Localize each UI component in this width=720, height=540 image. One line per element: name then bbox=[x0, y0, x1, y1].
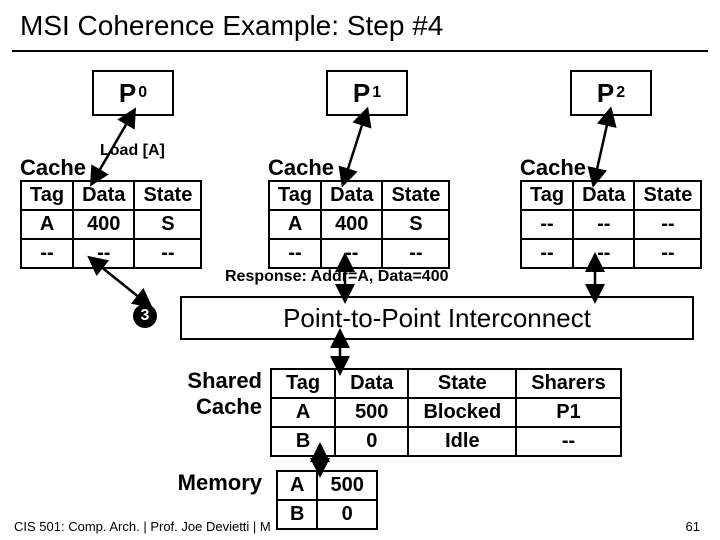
proc-label: P bbox=[597, 78, 614, 109]
td: B bbox=[277, 500, 317, 529]
interconnect-label: Point-to-Point Interconnect bbox=[283, 303, 591, 334]
response-label: Response: Addr=A, Data=400 bbox=[225, 268, 448, 286]
td: -- bbox=[134, 239, 201, 268]
th: State bbox=[408, 369, 516, 398]
td: -- bbox=[382, 239, 449, 268]
proc-label: P bbox=[119, 78, 136, 109]
shared-cache-table: Tag Data State Sharers A 500 Blocked P1 … bbox=[270, 368, 622, 457]
th: State bbox=[134, 181, 201, 210]
memory-table: A500 B0 bbox=[276, 470, 378, 530]
th: Tag bbox=[21, 181, 73, 210]
memory-label: Memory bbox=[170, 470, 262, 496]
th: Data bbox=[73, 181, 134, 210]
td: A bbox=[269, 210, 321, 239]
td: -- bbox=[634, 239, 701, 268]
cache2-label: Cache bbox=[520, 155, 586, 181]
processor-p0: P0 bbox=[92, 70, 174, 116]
th: Data bbox=[573, 181, 634, 210]
td: A bbox=[271, 398, 335, 427]
th: Data bbox=[321, 181, 382, 210]
td: -- bbox=[573, 210, 634, 239]
shared-cache-label: Shared Cache bbox=[180, 368, 262, 420]
td: A bbox=[21, 210, 73, 239]
td: 0 bbox=[317, 500, 376, 529]
td: Idle bbox=[408, 427, 516, 456]
td: -- bbox=[573, 239, 634, 268]
cache1-label: Cache bbox=[268, 155, 334, 181]
cache1-table: TagDataState A400S ------ bbox=[268, 180, 450, 269]
td: -- bbox=[521, 210, 573, 239]
step-number: 3 bbox=[141, 307, 150, 325]
td: 400 bbox=[321, 210, 382, 239]
page-title: MSI Coherence Example: Step #4 bbox=[20, 10, 443, 42]
footer-text: CIS 501: Comp. Arch. | Prof. Joe Deviett… bbox=[14, 519, 271, 534]
processor-p1: P1 bbox=[326, 70, 408, 116]
title-underline bbox=[12, 50, 708, 52]
cache2-table: TagDataState ------ ------ bbox=[520, 180, 702, 269]
processor-p2: P2 bbox=[570, 70, 652, 116]
interconnect-box: Point-to-Point Interconnect bbox=[180, 296, 694, 340]
th: Data bbox=[335, 369, 408, 398]
proc-label: P bbox=[353, 78, 370, 109]
page-number: 61 bbox=[686, 519, 700, 534]
proc-sub: 0 bbox=[138, 84, 147, 102]
td: Blocked bbox=[408, 398, 516, 427]
td: A bbox=[277, 471, 317, 500]
td: -- bbox=[73, 239, 134, 268]
th: State bbox=[634, 181, 701, 210]
td: -- bbox=[21, 239, 73, 268]
proc-sub: 1 bbox=[372, 84, 381, 102]
td: S bbox=[382, 210, 449, 239]
td: 500 bbox=[317, 471, 376, 500]
td: 400 bbox=[73, 210, 134, 239]
td: 0 bbox=[335, 427, 408, 456]
lbl: Shared bbox=[187, 368, 262, 393]
lbl: Cache bbox=[196, 394, 262, 419]
td: B bbox=[271, 427, 335, 456]
td: 500 bbox=[335, 398, 408, 427]
td: -- bbox=[269, 239, 321, 268]
td: -- bbox=[521, 239, 573, 268]
cache0-table: TagDataState A400S ------ bbox=[20, 180, 202, 269]
th: Sharers bbox=[516, 369, 621, 398]
proc-sub: 2 bbox=[616, 84, 625, 102]
th: State bbox=[382, 181, 449, 210]
td: P1 bbox=[516, 398, 621, 427]
cache0-label: Cache bbox=[20, 155, 86, 181]
td: -- bbox=[516, 427, 621, 456]
td: -- bbox=[634, 210, 701, 239]
load-label: Load [A] bbox=[100, 142, 165, 160]
th: Tag bbox=[269, 181, 321, 210]
td: -- bbox=[321, 239, 382, 268]
td: S bbox=[134, 210, 201, 239]
th: Tag bbox=[271, 369, 335, 398]
th: Tag bbox=[521, 181, 573, 210]
step-circle: 3 bbox=[133, 304, 157, 328]
